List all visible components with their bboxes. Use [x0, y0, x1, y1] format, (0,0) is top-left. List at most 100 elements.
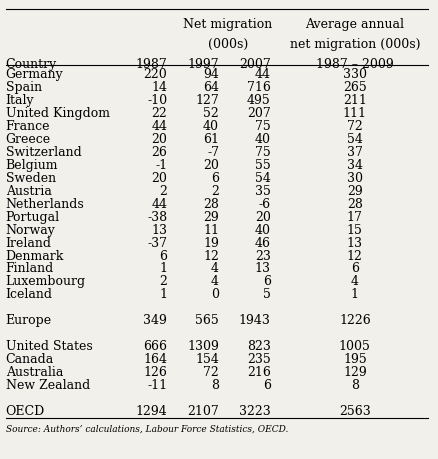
- Text: Australia: Australia: [6, 365, 63, 378]
- Text: 1226: 1226: [339, 313, 371, 326]
- Text: 1294: 1294: [136, 404, 167, 417]
- Text: 44: 44: [152, 197, 167, 210]
- Text: 40: 40: [255, 223, 271, 236]
- Text: 349: 349: [144, 313, 167, 326]
- Text: 666: 666: [143, 340, 167, 353]
- Text: 127: 127: [195, 94, 219, 107]
- Text: 235: 235: [247, 353, 271, 365]
- Text: 64: 64: [203, 81, 219, 94]
- Text: 35: 35: [255, 185, 271, 197]
- Text: Net migration: Net migration: [183, 18, 272, 31]
- Text: 2563: 2563: [339, 404, 371, 417]
- Text: (000s): (000s): [208, 38, 248, 51]
- Text: Luxembourg: Luxembourg: [6, 275, 86, 288]
- Text: 11: 11: [203, 223, 219, 236]
- Text: -10: -10: [147, 94, 167, 107]
- Text: 44: 44: [255, 68, 271, 81]
- Text: 28: 28: [347, 197, 363, 210]
- Text: 1: 1: [159, 288, 167, 301]
- Text: 37: 37: [347, 146, 363, 158]
- Text: -37: -37: [147, 236, 167, 249]
- Text: Finland: Finland: [6, 262, 54, 275]
- Text: Norway: Norway: [6, 223, 56, 236]
- Text: 52: 52: [203, 107, 219, 120]
- Text: 2007: 2007: [239, 57, 271, 71]
- Text: 40: 40: [255, 133, 271, 146]
- Text: 40: 40: [203, 120, 219, 133]
- Text: 1: 1: [351, 288, 359, 301]
- Text: Spain: Spain: [6, 81, 42, 94]
- Text: 23: 23: [255, 249, 271, 262]
- Text: 34: 34: [347, 158, 363, 172]
- Text: 265: 265: [343, 81, 367, 94]
- Text: 1005: 1005: [339, 340, 371, 353]
- Text: -38: -38: [147, 210, 167, 223]
- Text: -1: -1: [155, 158, 167, 172]
- Text: 61: 61: [203, 133, 219, 146]
- Text: 15: 15: [347, 223, 363, 236]
- Text: United Kingdom: United Kingdom: [6, 107, 110, 120]
- Text: 94: 94: [203, 68, 219, 81]
- Text: -6: -6: [259, 197, 271, 210]
- Text: 211: 211: [343, 94, 367, 107]
- Text: 4: 4: [211, 262, 219, 275]
- Text: -7: -7: [207, 146, 219, 158]
- Text: 8: 8: [211, 378, 219, 391]
- Text: -11: -11: [147, 378, 167, 391]
- Text: 220: 220: [144, 68, 167, 81]
- Text: 13: 13: [152, 223, 167, 236]
- Text: Portugal: Portugal: [6, 210, 60, 223]
- Text: OECD: OECD: [6, 404, 45, 417]
- Text: Country: Country: [6, 57, 57, 71]
- Text: 6: 6: [263, 378, 271, 391]
- Text: Sweden: Sweden: [6, 171, 56, 185]
- Text: 207: 207: [247, 107, 271, 120]
- Text: 2107: 2107: [187, 404, 219, 417]
- Text: Canada: Canada: [6, 353, 54, 365]
- Text: 3223: 3223: [239, 404, 271, 417]
- Text: net migration (000s): net migration (000s): [290, 38, 420, 51]
- Text: New Zealand: New Zealand: [6, 378, 90, 391]
- Text: 1943: 1943: [239, 313, 271, 326]
- Text: France: France: [6, 120, 50, 133]
- Text: 13: 13: [255, 262, 271, 275]
- Text: Source: Authors’ calculations, Labour Force Statistics, OECD.: Source: Authors’ calculations, Labour Fo…: [6, 423, 288, 432]
- Text: 8: 8: [351, 378, 359, 391]
- Text: 126: 126: [144, 365, 167, 378]
- Text: 5: 5: [263, 288, 271, 301]
- Text: 4: 4: [351, 275, 359, 288]
- Text: 495: 495: [247, 94, 271, 107]
- Text: 111: 111: [343, 107, 367, 120]
- Text: 30: 30: [347, 171, 363, 185]
- Text: 14: 14: [152, 81, 167, 94]
- Text: Netherlands: Netherlands: [6, 197, 85, 210]
- Text: 330: 330: [343, 68, 367, 81]
- Text: United States: United States: [6, 340, 92, 353]
- Text: 6: 6: [159, 249, 167, 262]
- Text: 22: 22: [152, 107, 167, 120]
- Text: 72: 72: [347, 120, 363, 133]
- Text: 75: 75: [255, 120, 271, 133]
- Text: 2: 2: [211, 185, 219, 197]
- Text: 2: 2: [159, 275, 167, 288]
- Text: 4: 4: [211, 275, 219, 288]
- Text: 20: 20: [152, 171, 167, 185]
- Text: Denmark: Denmark: [6, 249, 64, 262]
- Text: 20: 20: [255, 210, 271, 223]
- Text: 1997: 1997: [187, 57, 219, 71]
- Text: 19: 19: [203, 236, 219, 249]
- Text: Iceland: Iceland: [6, 288, 53, 301]
- Text: 1987 – 2009: 1987 – 2009: [316, 57, 394, 71]
- Text: Average annual: Average annual: [305, 18, 404, 31]
- Text: 29: 29: [347, 185, 363, 197]
- Text: Ireland: Ireland: [6, 236, 52, 249]
- Text: 13: 13: [347, 236, 363, 249]
- Text: 55: 55: [255, 158, 271, 172]
- Text: 44: 44: [152, 120, 167, 133]
- Text: 29: 29: [203, 210, 219, 223]
- Text: Europe: Europe: [6, 313, 52, 326]
- Text: Germany: Germany: [6, 68, 64, 81]
- Text: 28: 28: [203, 197, 219, 210]
- Text: 17: 17: [347, 210, 363, 223]
- Text: 54: 54: [255, 171, 271, 185]
